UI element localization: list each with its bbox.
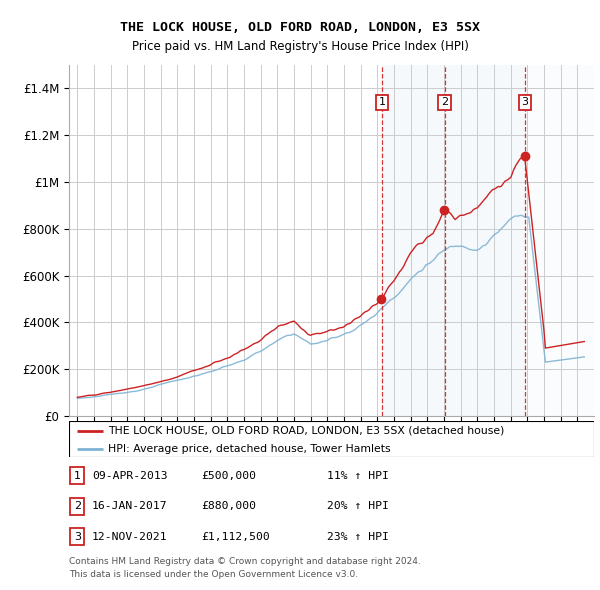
- Text: £1,112,500: £1,112,500: [201, 532, 270, 542]
- Text: 2: 2: [441, 97, 448, 107]
- Text: 23% ↑ HPI: 23% ↑ HPI: [327, 532, 389, 542]
- Bar: [525, 65, 594, 416]
- Bar: [70, 529, 85, 545]
- Text: 2: 2: [74, 502, 81, 511]
- Bar: [382, 65, 525, 416]
- Text: Contains HM Land Registry data © Crown copyright and database right 2024.: Contains HM Land Registry data © Crown c…: [69, 557, 421, 566]
- Text: 3: 3: [74, 532, 81, 542]
- Text: 11% ↑ HPI: 11% ↑ HPI: [327, 471, 389, 480]
- Text: HPI: Average price, detached house, Tower Hamlets: HPI: Average price, detached house, Towe…: [109, 444, 391, 454]
- Text: Price paid vs. HM Land Registry's House Price Index (HPI): Price paid vs. HM Land Registry's House …: [131, 40, 469, 53]
- Text: £880,000: £880,000: [201, 502, 256, 511]
- Text: £500,000: £500,000: [201, 471, 256, 480]
- Text: 12-NOV-2021: 12-NOV-2021: [92, 532, 167, 542]
- Text: This data is licensed under the Open Government Licence v3.0.: This data is licensed under the Open Gov…: [69, 570, 358, 579]
- Text: 3: 3: [521, 97, 529, 107]
- Bar: [70, 467, 85, 484]
- Text: 20% ↑ HPI: 20% ↑ HPI: [327, 502, 389, 511]
- Text: THE LOCK HOUSE, OLD FORD ROAD, LONDON, E3 5SX (detached house): THE LOCK HOUSE, OLD FORD ROAD, LONDON, E…: [109, 426, 505, 436]
- Text: 09-APR-2013: 09-APR-2013: [92, 471, 167, 480]
- Text: 16-JAN-2017: 16-JAN-2017: [92, 502, 167, 511]
- Text: 1: 1: [379, 97, 385, 107]
- Text: THE LOCK HOUSE, OLD FORD ROAD, LONDON, E3 5SX: THE LOCK HOUSE, OLD FORD ROAD, LONDON, E…: [120, 21, 480, 34]
- Bar: [70, 498, 85, 514]
- Text: 1: 1: [74, 471, 81, 480]
